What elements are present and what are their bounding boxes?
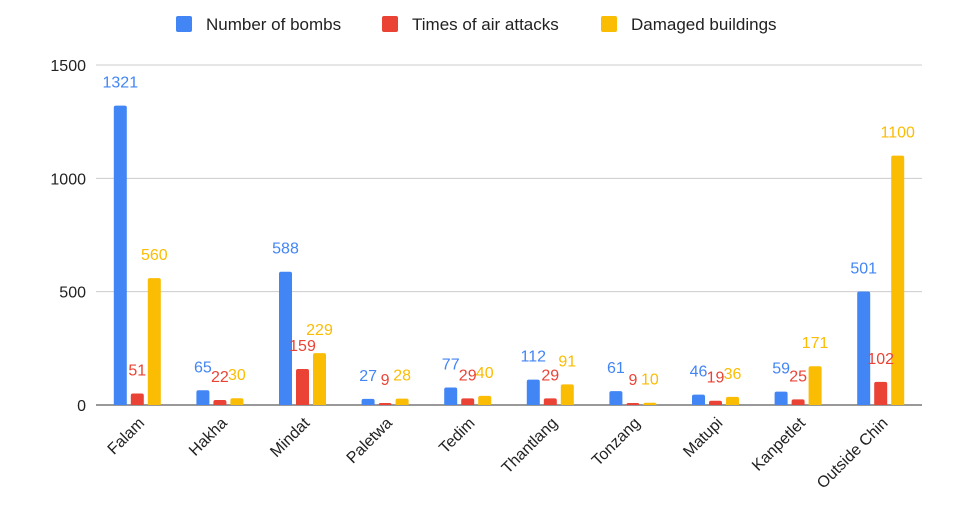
data-label: 51 xyxy=(128,362,146,379)
data-label: 61 xyxy=(607,360,625,377)
x-axis-categories: Falam Hakha Mindat Paletwa Tedim Thantlang Ton… xyxy=(105,414,892,492)
data-label: 9 xyxy=(628,372,637,389)
data-label: 1100 xyxy=(880,125,915,142)
bar xyxy=(726,396,739,405)
data-label: 588 xyxy=(272,241,299,258)
data-label: 22 xyxy=(211,369,229,386)
data-label: 77 xyxy=(442,357,460,374)
y-tick-label: 0 xyxy=(77,398,86,415)
data-label: 9 xyxy=(381,372,390,389)
data-label: 91 xyxy=(558,353,576,370)
bar xyxy=(543,398,557,405)
bar xyxy=(526,379,540,405)
bar xyxy=(461,398,475,405)
bar xyxy=(113,105,127,405)
y-axis-ticks: 0 500 1000 1500 xyxy=(50,58,86,415)
legend-swatch xyxy=(382,16,398,32)
data-label: 36 xyxy=(724,366,742,383)
bar xyxy=(313,353,326,405)
data-label: 27 xyxy=(359,368,377,385)
x-category-label: Outside Chin xyxy=(814,415,891,492)
bar xyxy=(147,278,161,405)
bar xyxy=(874,381,888,405)
data-label: 1321 xyxy=(103,75,139,92)
data-label: 501 xyxy=(850,260,877,277)
bar xyxy=(279,271,292,405)
bar xyxy=(378,402,392,405)
bar xyxy=(560,384,574,405)
y-tick-label: 500 xyxy=(59,285,86,302)
bar xyxy=(609,391,623,405)
y-tick-label: 1000 xyxy=(50,171,86,188)
data-label: 28 xyxy=(393,368,411,385)
legend-swatch xyxy=(601,16,617,32)
y-tick-label: 1500 xyxy=(50,58,86,75)
x-category-label: Hakha xyxy=(186,415,231,460)
data-label: 159 xyxy=(289,338,316,355)
bar xyxy=(296,368,309,405)
data-label: 25 xyxy=(789,368,807,385)
data-label: 171 xyxy=(802,335,829,352)
gridlines xyxy=(96,64,922,406)
data-label: 29 xyxy=(541,367,559,384)
bar xyxy=(626,402,640,405)
data-label: 30 xyxy=(228,367,246,384)
bar xyxy=(213,400,227,405)
bar xyxy=(709,400,722,405)
data-label: 65 xyxy=(194,359,212,376)
data-label: 560 xyxy=(141,247,168,264)
x-category-label: Matupi xyxy=(680,415,726,461)
legend-label: Number of bombs xyxy=(206,15,341,34)
bar xyxy=(774,391,788,405)
bar xyxy=(857,291,871,405)
bar xyxy=(196,390,210,405)
bar xyxy=(230,398,244,405)
data-label: 112 xyxy=(521,349,547,366)
bar xyxy=(130,393,144,405)
bar xyxy=(808,366,822,405)
data-label: 29 xyxy=(459,367,477,384)
x-category-label: Tonzang xyxy=(589,415,644,470)
bar xyxy=(478,395,492,405)
legend: Number of bombs Times of air attacks Damag… xyxy=(176,15,777,34)
legend-label: Times of air attacks xyxy=(412,15,559,34)
bar xyxy=(692,394,705,405)
x-category-label: Paletwa xyxy=(344,415,396,467)
x-category-label: Tedim xyxy=(436,415,478,457)
bar xyxy=(791,399,805,405)
data-label: 59 xyxy=(772,361,790,378)
data-label: 19 xyxy=(707,370,725,387)
data-label: 102 xyxy=(867,351,894,368)
bar xyxy=(643,402,657,405)
legend-swatch xyxy=(176,16,192,32)
bar xyxy=(444,387,458,405)
data-label: 229 xyxy=(306,322,333,339)
data-label: 46 xyxy=(690,364,708,381)
x-category-label: Thantlang xyxy=(499,415,561,477)
x-category-label: Kanpetlet xyxy=(749,414,809,474)
legend-label: Damaged buildings xyxy=(631,15,777,34)
bar xyxy=(891,155,905,405)
bars xyxy=(113,105,905,405)
data-label: 10 xyxy=(641,372,659,389)
data-label: 40 xyxy=(476,365,494,382)
bar xyxy=(395,398,409,405)
x-category-label: Mindat xyxy=(267,414,313,460)
bar xyxy=(361,398,375,405)
x-category-label: Falam xyxy=(105,415,148,458)
